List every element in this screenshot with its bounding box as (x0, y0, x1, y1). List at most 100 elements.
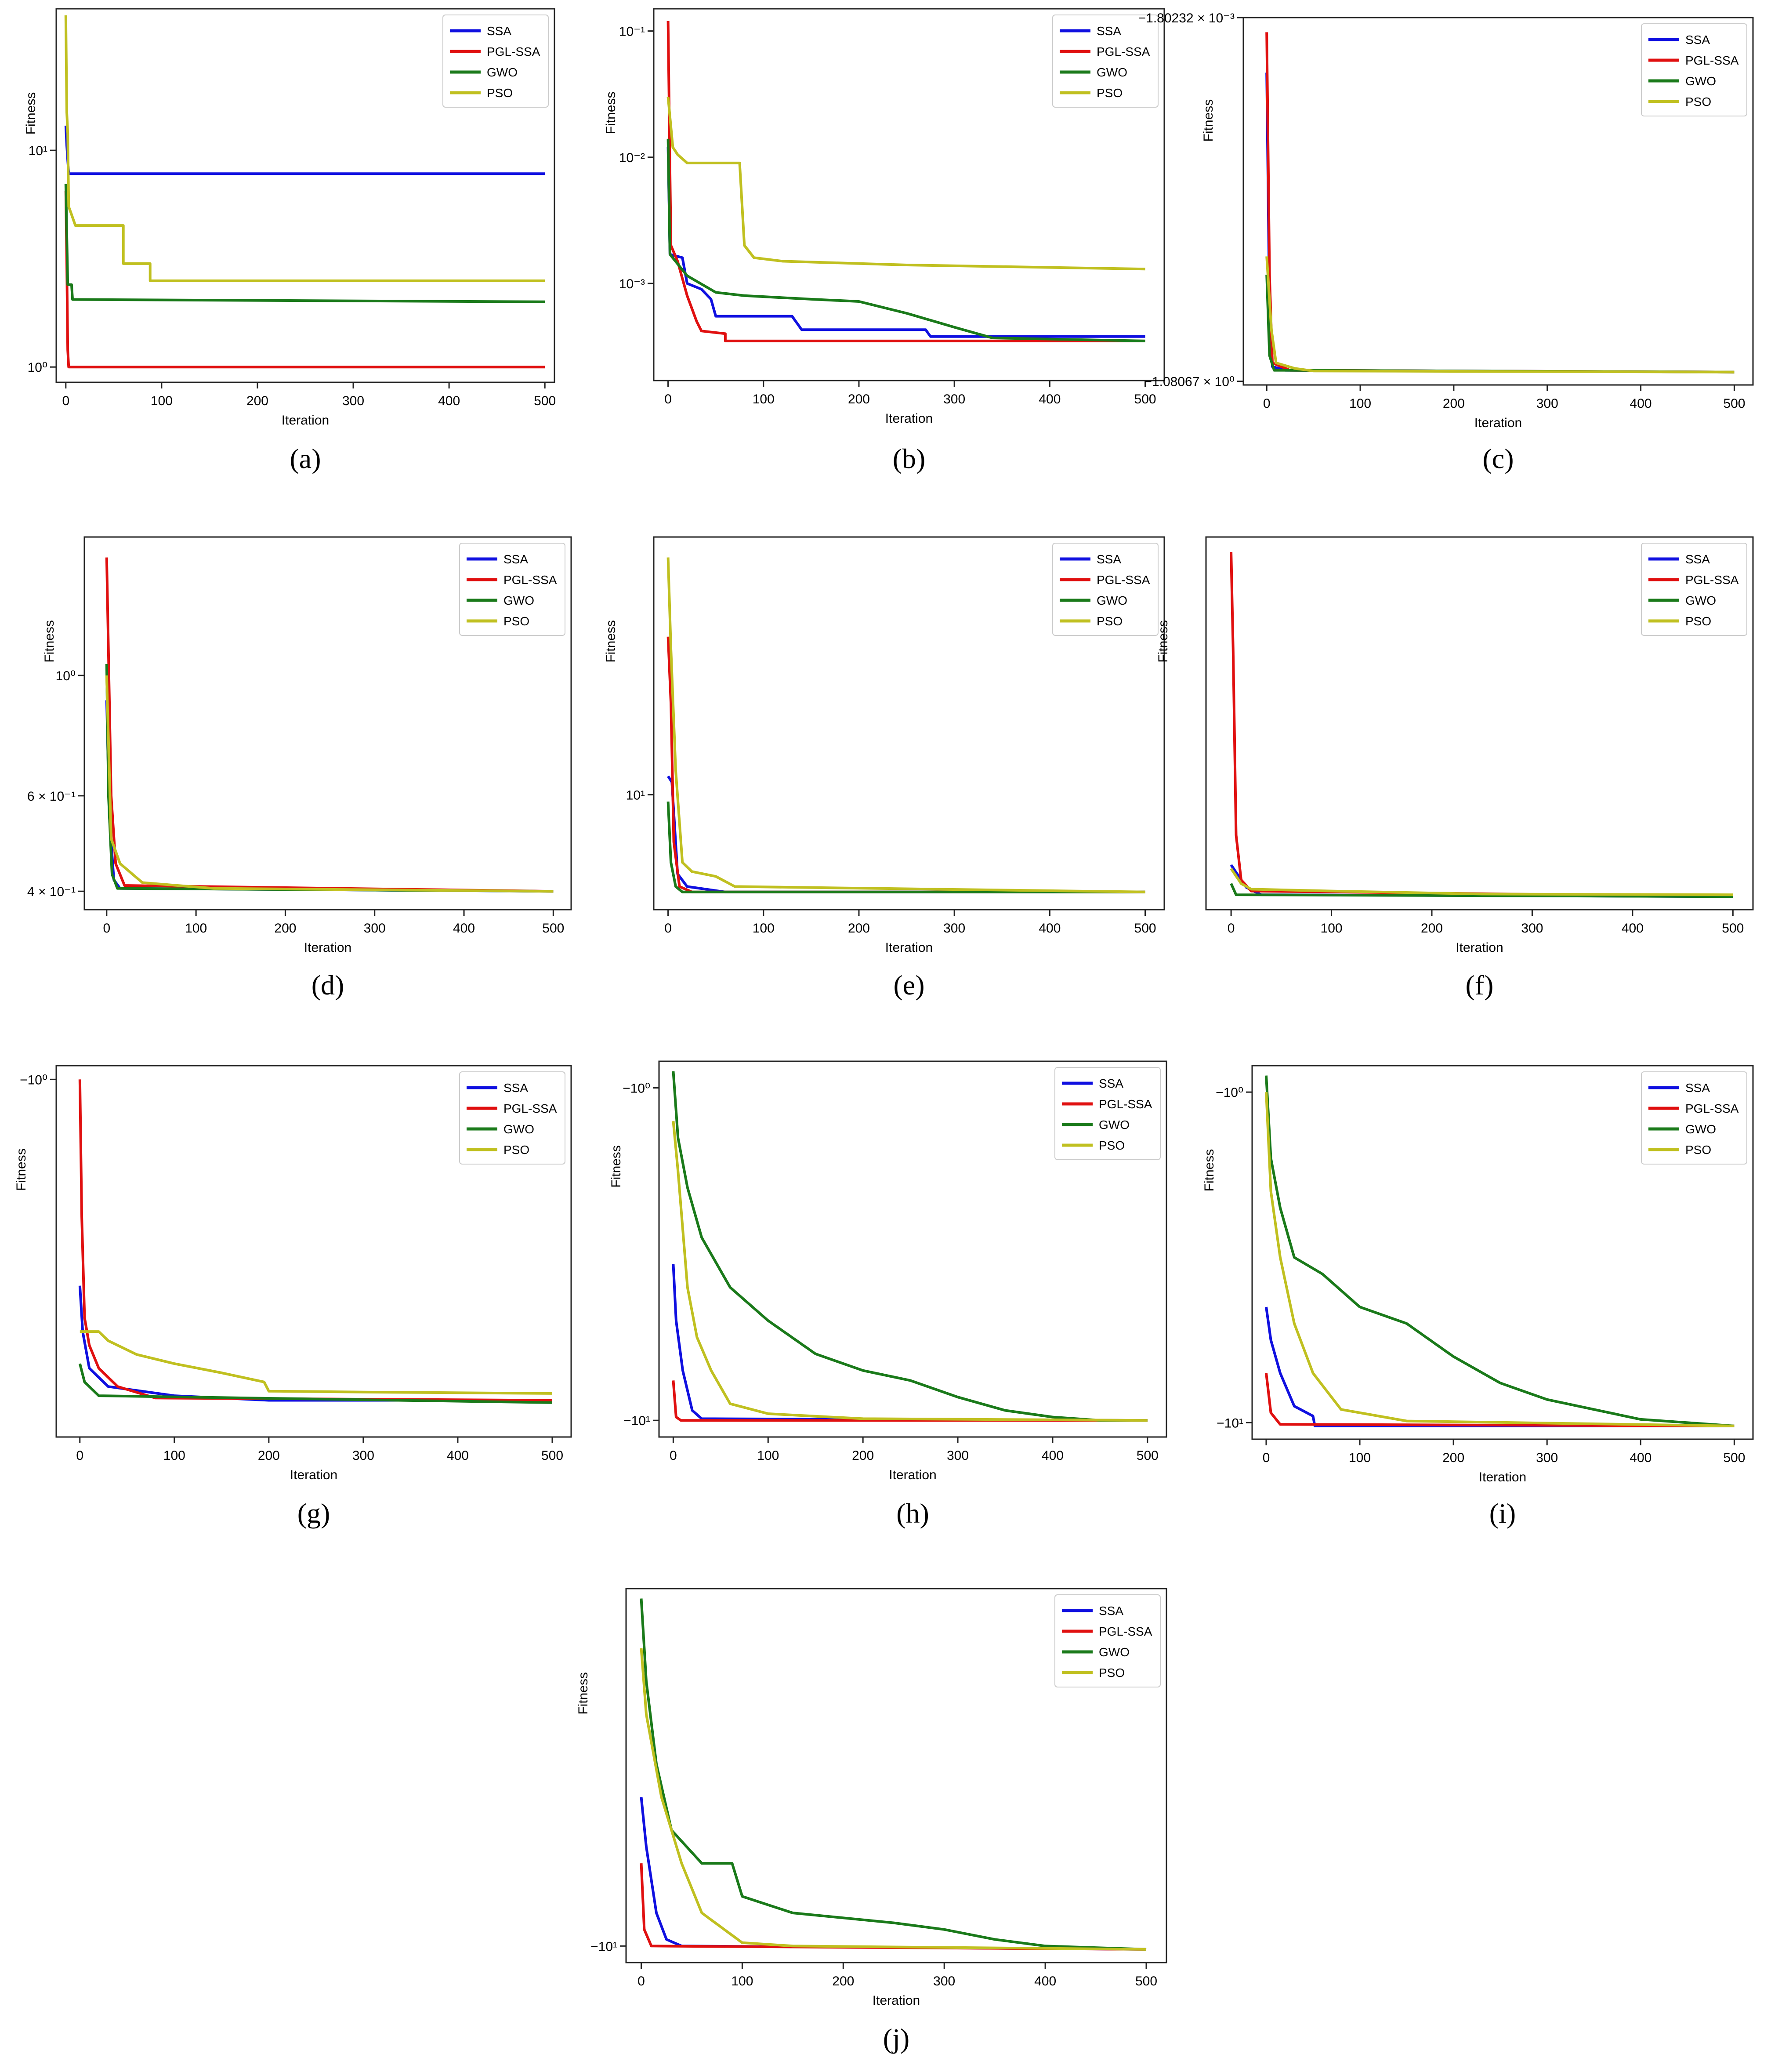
axes-frame (1251, 1065, 1754, 1440)
legend-label: SSA (1685, 33, 1710, 47)
x-tick-label: 500 (1134, 392, 1156, 406)
legend-label: PGL-SSA (1097, 573, 1150, 587)
x-tick-label: 400 (1039, 921, 1061, 936)
legend-label: PGL-SSA (1685, 54, 1739, 67)
legend: SSA PGL-SSA GWO PSO (1641, 1071, 1747, 1165)
legend: SSA PGL-SSA GWO PSO (1052, 543, 1159, 636)
legend-box (442, 15, 549, 108)
x-tick-label: 300 (933, 1974, 955, 1989)
legend-label: GWO (503, 1122, 534, 1136)
legend-label: GWO (1685, 1122, 1716, 1136)
x-tick-label: 500 (1723, 396, 1745, 411)
x-axis-label: Iteration (873, 1993, 920, 2008)
panel-caption-text: (b) (893, 443, 926, 474)
legend-label: SSA (1685, 1081, 1710, 1095)
legend: SSA PGL-SSA GWO PSO (1641, 543, 1747, 636)
x-tick-label: 100 (185, 921, 207, 936)
chart-3: 0 100 200 300 400 500 −1.08067 × 10⁰ −1.80232 ×… (1138, 11, 1754, 474)
legend-label: PGL-SSA (487, 45, 540, 58)
series-line-pgl-ssa (1265, 1373, 1735, 1427)
x-axis-label: Iteration (889, 1468, 936, 1482)
x-axis-label: Iteration (290, 1468, 337, 1482)
y-tick-label: 10⁰ (56, 669, 76, 683)
x-tick-label: 300 (1536, 1451, 1558, 1465)
y-tick-label: −1.08067 × 10⁰ (1144, 375, 1235, 389)
panel-caption-text: (g) (297, 1498, 330, 1529)
series-line-pso (105, 675, 554, 893)
y-axis-label: Fitness (1201, 99, 1216, 142)
panel-caption-text: (i) (1489, 1498, 1516, 1529)
x-tick-label: 0 (1263, 1451, 1270, 1465)
series-line-pso (672, 1121, 1148, 1422)
legend-label: PSO (1097, 614, 1123, 628)
chart-10: 0 100 200 300 400 500 −10¹ Iteration Fitness SSA P… (576, 1588, 1167, 2054)
legend-label: GWO (1099, 1645, 1130, 1659)
x-tick-label: 200 (274, 921, 296, 936)
legend-label: SSA (1099, 1604, 1123, 1618)
x-tick-label: 500 (534, 394, 556, 408)
panel-caption: (j) (883, 2023, 909, 2054)
y-axis-label: Fitness (1156, 620, 1170, 663)
legend-label: SSA (503, 1081, 528, 1095)
axes-frame (55, 1065, 572, 1438)
axes-frame (83, 536, 572, 911)
x-tick-label: 100 (731, 1974, 753, 1989)
x-tick-label: 200 (832, 1974, 854, 1989)
legend-box (1641, 23, 1747, 116)
series-line-ssa (667, 775, 1145, 893)
x-tick-label: 300 (352, 1448, 374, 1463)
series-line-ssa (672, 1264, 1148, 1422)
legend-box (1052, 15, 1159, 108)
x-tick-label: 200 (1442, 1451, 1464, 1465)
x-tick-label: 200 (1443, 396, 1465, 411)
y-tick-label: 10⁰ (28, 360, 47, 375)
y-tick-label: 10⁻² (619, 151, 645, 165)
legend: SSA PGL-SSA GWO PSO (459, 543, 565, 636)
series-line-pso (80, 1330, 553, 1395)
x-axis-label: Iteration (1479, 1470, 1526, 1484)
series-line-pso (640, 1648, 1147, 1951)
series-line-gwo (640, 1598, 1147, 1951)
x-tick-label: 300 (943, 921, 965, 936)
x-tick-label: 200 (1421, 921, 1443, 936)
series-line-ssa (78, 1285, 552, 1402)
series-line-ssa (1265, 1306, 1735, 1427)
x-tick-label: 0 (103, 921, 110, 936)
y-axis-label: Fitness (14, 1148, 29, 1191)
x-tick-label: 500 (541, 1448, 563, 1463)
y-tick-label: 6 × 10⁻¹ (27, 789, 76, 804)
y-axis-label: Fitness (42, 620, 57, 663)
series-line-gwo (105, 664, 554, 893)
panel-caption-text: (d) (311, 969, 344, 1001)
axes-frame (653, 536, 1165, 911)
legend-label: PSO (1099, 1666, 1125, 1680)
panel-caption-text: (h) (896, 1498, 929, 1529)
x-tick-label: 0 (664, 392, 672, 406)
x-tick-label: 400 (1034, 1974, 1056, 1989)
x-axis-label: Iteration (885, 411, 933, 426)
legend: SSA PGL-SSA GWO PSO (1054, 1067, 1161, 1160)
x-tick-label: 500 (1137, 1448, 1159, 1463)
legend: SSA PGL-SSA GWO PSO (1641, 23, 1747, 116)
x-tick-label: 200 (848, 392, 870, 406)
y-axis-label: Fitness (576, 1672, 590, 1715)
panel-caption-text: (j) (883, 2023, 909, 2054)
chart-9: 0 100 200 300 400 500 −10⁰ −10¹ Iteration Fitness… (1202, 1065, 1754, 1529)
x-tick-label: 100 (1321, 921, 1343, 936)
series-line-gwo (64, 184, 545, 303)
x-tick-label: 500 (1135, 1974, 1157, 1989)
legend-box (459, 1071, 565, 1165)
legend-label: SSA (1685, 552, 1710, 566)
legend-label: PSO (1097, 86, 1123, 100)
x-tick-label: 0 (664, 921, 672, 936)
axes-frame (1242, 17, 1754, 386)
x-tick-label: 400 (1622, 921, 1644, 936)
series-line-gwo (666, 801, 1145, 893)
x-tick-label: 0 (76, 1448, 83, 1463)
series-line-pso (1265, 1092, 1735, 1427)
chart-8: 0 100 200 300 400 500 −10⁰ −10¹ Iteration Fitness… (609, 1060, 1167, 1529)
legend-label: GWO (1685, 74, 1716, 88)
y-tick-label: 10¹ (29, 144, 47, 158)
panel-caption-text: (c) (1482, 443, 1514, 474)
x-tick-label: 400 (447, 1448, 469, 1463)
